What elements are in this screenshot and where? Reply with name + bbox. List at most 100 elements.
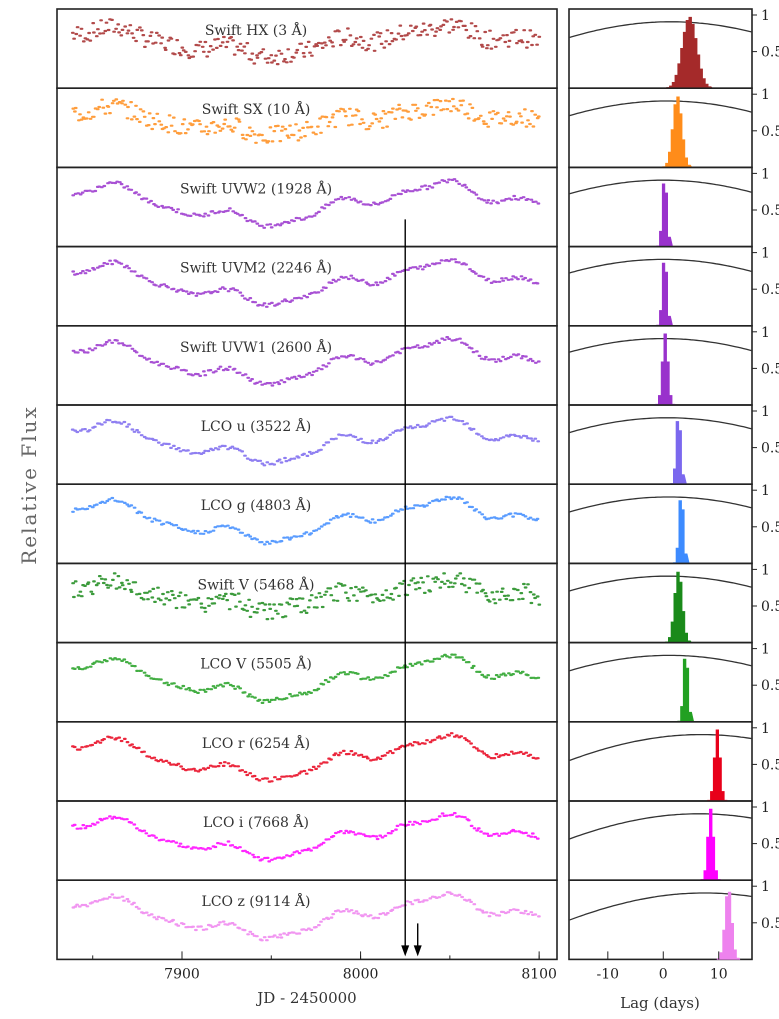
marker-arrows (401, 219, 422, 957)
light-curve-panel: Swift SX (10 Å) (56, 87, 558, 169)
lag-panel: 0.51 (568, 800, 779, 881)
lag-panel-frame (568, 8, 753, 89)
series-label: LCO u (3522 Å) (201, 417, 312, 435)
lag-axis-title: Lag (days) (620, 994, 700, 1012)
lag-histogram (666, 16, 714, 89)
light-curve-points (70, 415, 541, 467)
light-curve-points (71, 653, 541, 704)
panel-frame (56, 879, 558, 961)
lag-histogram (665, 571, 693, 643)
lag-y-tick-label: 1 (761, 8, 770, 24)
light-curve-points (71, 336, 541, 387)
lag-y-tick-label: 1 (761, 325, 770, 341)
light-curve-panel: Swift UVM2 (2246 Å) (56, 245, 558, 327)
lag-panel: 0.51 (568, 483, 779, 565)
ccf-curve (568, 21, 753, 39)
light-curve-panel: Swift V (5468 Å) (56, 562, 558, 644)
light-curve-points (71, 812, 540, 863)
lag-y-tick-label: 1 (761, 800, 770, 816)
lag-histogram (670, 421, 687, 485)
lag-y-tick-label: 0.5 (761, 203, 779, 219)
lag-y-tick-label: 1 (761, 642, 770, 658)
lag-y-tick-label: 1 (761, 166, 770, 182)
series-label: Swift UVM2 (2246 Å) (180, 259, 332, 277)
series-label: LCO V (5505 Å) (200, 655, 312, 673)
ccf-curve (568, 100, 753, 117)
panel-frame (56, 8, 558, 89)
x-tick-label: 8000 (343, 966, 379, 982)
lag-panel: 0.51 (568, 404, 779, 485)
ccf-curve (568, 179, 753, 195)
lag-y-tick-label: 0.5 (761, 282, 779, 298)
lag-histogram (673, 500, 690, 564)
lag-panel: 0.51 (568, 562, 779, 644)
panel-frame (56, 404, 558, 485)
light-curve-points (71, 258, 540, 308)
light-curve-panel: LCO z (9114 Å) (56, 879, 558, 961)
lag-histogram (716, 891, 741, 960)
lag-y-tick-label: 0.5 (761, 678, 779, 694)
x-tick-label: 8100 (521, 966, 557, 982)
light-curve-points (71, 891, 541, 942)
panel-frame (56, 245, 558, 327)
y-axis-title: Relative Flux (17, 405, 41, 565)
series-label: LCO i (7668 Å) (203, 813, 309, 831)
lag-histogram (656, 183, 674, 247)
lag-y-tick-label: 0.5 (761, 837, 779, 853)
lag-y-tick-label: 0.5 (761, 520, 779, 536)
ccf-curve (568, 654, 753, 672)
light-curve-panel: LCO u (3522 Å) (56, 404, 558, 485)
lag-y-tick-label: 0.5 (761, 599, 779, 615)
series-label: Swift UVW2 (1928 Å) (180, 179, 332, 197)
lag-y-tick-label: 1 (761, 562, 770, 578)
lag-histogram (677, 658, 695, 723)
panels: Swift HX (3 Å) Swift SX (10 Å) Swift UVW2 … (56, 8, 558, 961)
panel-frame (56, 324, 558, 406)
panel-frame (56, 720, 558, 802)
light-curve-points (71, 495, 540, 546)
lag-panel: 0.51 (568, 879, 779, 961)
light-curve-panel: LCO V (5505 Å) (56, 641, 558, 723)
lag-panel-frame (568, 562, 753, 644)
light-curve-points (71, 732, 540, 783)
lag-panel: 0.51 (568, 166, 779, 248)
lag-histogram (707, 729, 728, 802)
lag-x-tick-label: 10 (710, 966, 728, 982)
light-curve-panel: Swift HX (3 Å) (56, 8, 558, 89)
ccf-curve (568, 496, 753, 513)
lag-panel: 0.51 (568, 325, 779, 406)
lag-panel: 0.51 (568, 87, 779, 169)
ccf-curve (568, 892, 753, 921)
x-tick-label: 7900 (164, 966, 200, 982)
marker-arrowhead (413, 945, 422, 957)
marker-arrowhead (401, 945, 410, 957)
ccf-curve (568, 813, 753, 840)
panel-frame (56, 562, 558, 644)
lag-x-ticks: -10 0 10 (597, 951, 728, 982)
panel-frame (56, 483, 558, 565)
lag-y-tick-label: 0.5 (761, 757, 779, 773)
light-curve-panel: LCO g (4803 Å) (56, 483, 558, 565)
lag-y-tick-label: 0.5 (761, 441, 779, 457)
lag-y-tick-label: 0.5 (761, 361, 779, 377)
lag-histogram (662, 96, 693, 168)
panel-frame (56, 800, 558, 881)
panel-frame (56, 166, 558, 248)
light-curve-panel: LCO r (6254 Å) (56, 720, 558, 802)
lag-histogram (655, 333, 676, 406)
lag-x-tick-label: 0 (659, 966, 668, 982)
lag-panel-frame (568, 404, 753, 485)
lag-y-tick-label: 1 (761, 483, 770, 499)
series-label: Swift SX (10 Å) (202, 100, 311, 118)
lag-panel-frame (568, 720, 753, 802)
series-label: LCO z (9114 Å) (202, 892, 311, 910)
lag-panel: 0.51 (568, 246, 779, 327)
lag-y-tick-label: 1 (761, 246, 770, 262)
ccf-curve (568, 337, 753, 353)
lag-panel: 0.51 (568, 720, 779, 802)
light-curve-panel: Swift UVW1 (2600 Å) (56, 324, 558, 406)
series-label: Swift HX (3 Å) (205, 21, 307, 39)
series-label: LCO g (4803 Å) (201, 496, 311, 514)
light-curve-points (71, 572, 542, 621)
lag-panel: 0.51 (568, 8, 779, 89)
